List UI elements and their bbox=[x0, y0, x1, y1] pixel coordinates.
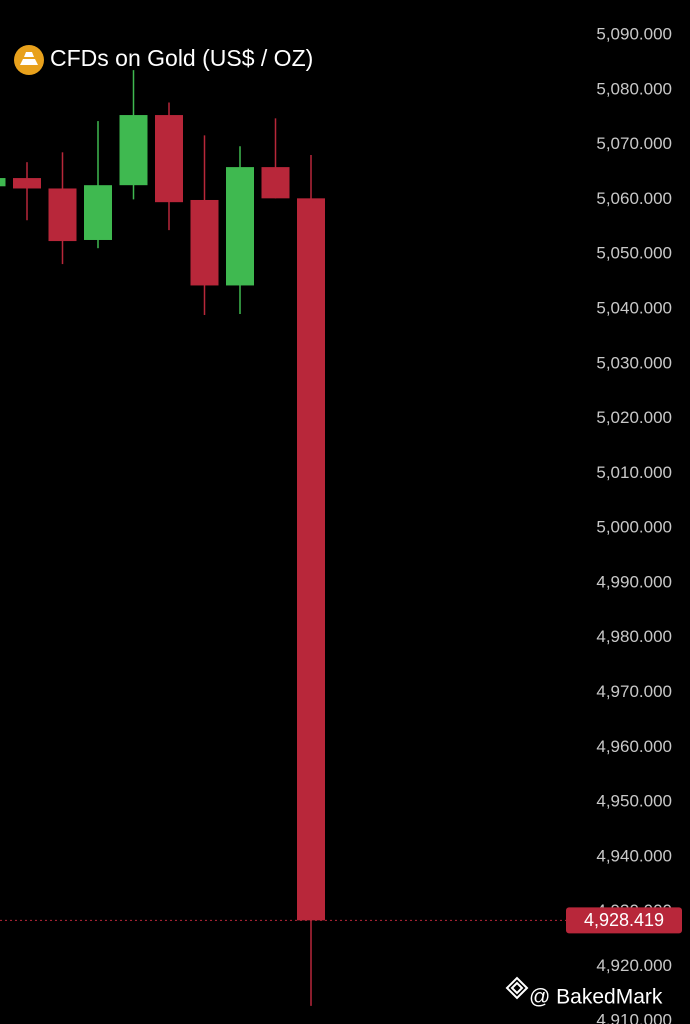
y-tick-label: 5,020.000 bbox=[596, 408, 672, 427]
y-tick-label: 5,080.000 bbox=[596, 79, 672, 98]
y-axis: 4,910.0004,920.0004,930.0004,940.0004,95… bbox=[596, 25, 672, 1024]
y-tick-label: 4,980.000 bbox=[596, 627, 672, 646]
candle-body bbox=[261, 167, 290, 199]
y-tick-label: 5,010.000 bbox=[596, 463, 672, 482]
y-tick-label: 5,040.000 bbox=[596, 298, 672, 317]
price-tag bbox=[566, 907, 682, 934]
candle-body bbox=[297, 198, 325, 921]
candle-body bbox=[84, 185, 112, 240]
y-tick-label: 5,070.000 bbox=[596, 134, 672, 153]
candle-body bbox=[119, 115, 148, 186]
y-tick-label: 4,990.000 bbox=[596, 572, 672, 591]
y-tick-label: 4,940.000 bbox=[596, 846, 672, 865]
candle-body bbox=[48, 188, 77, 242]
candle-body bbox=[226, 167, 254, 286]
y-tick-label: 5,060.000 bbox=[596, 189, 672, 208]
candle-body bbox=[155, 115, 183, 203]
y-tick-label: 4,910.000 bbox=[596, 1011, 672, 1024]
y-tick-label: 4,950.000 bbox=[596, 792, 672, 811]
watermark-icon bbox=[505, 976, 529, 1000]
candle-body bbox=[13, 178, 41, 189]
y-tick-label: 5,000.000 bbox=[596, 518, 672, 537]
overlay: 4,928.419 bbox=[0, 907, 682, 934]
y-tick-label: 4,920.000 bbox=[596, 956, 672, 975]
gold-icon-bars bbox=[20, 52, 38, 65]
candle-body bbox=[0, 178, 6, 187]
y-tick-label: 4,960.000 bbox=[596, 737, 672, 756]
candles bbox=[0, 70, 325, 1006]
y-tick-label: 5,050.000 bbox=[596, 244, 672, 263]
y-tick-label: 4,970.000 bbox=[596, 682, 672, 701]
watermark: @ BakedMark bbox=[529, 986, 663, 1009]
price-tag-label: 4,928.419 bbox=[584, 910, 664, 930]
candle-body bbox=[190, 199, 219, 286]
y-tick-label: 5,090.000 bbox=[596, 25, 672, 44]
chart-title: CFDs on Gold (US$ / OZ) bbox=[50, 45, 313, 71]
y-tick-label: 5,030.000 bbox=[596, 353, 672, 372]
